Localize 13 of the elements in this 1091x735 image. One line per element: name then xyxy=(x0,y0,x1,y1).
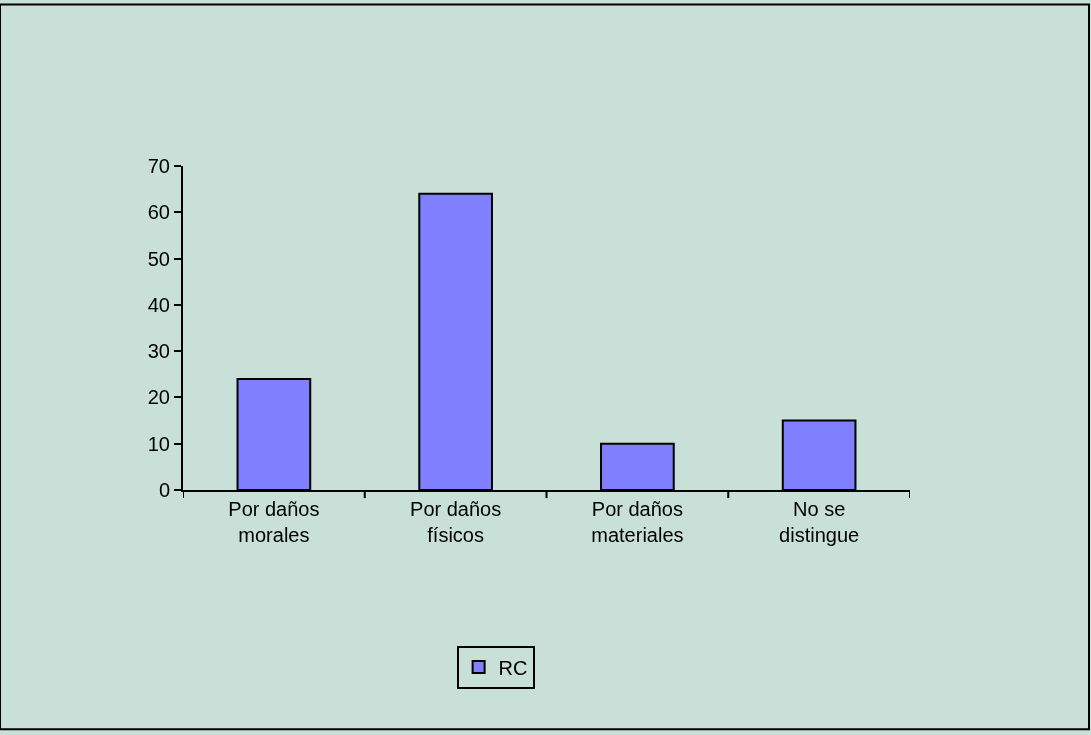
x-tick-label: Por daños materiales xyxy=(591,498,684,546)
y-tick-label: 70 xyxy=(147,155,170,177)
y-tick-label: 50 xyxy=(147,247,170,270)
x-tick-label: Por daños físicos xyxy=(410,498,502,546)
y-tick-label: 20 xyxy=(147,386,170,409)
y-tick-label: 60 xyxy=(147,201,170,224)
legend-label: RC xyxy=(498,656,528,679)
x-tick-label: Por daños morales xyxy=(228,498,320,546)
y-tick-label: 30 xyxy=(147,340,170,363)
y-tick-label: 40 xyxy=(147,293,170,316)
x-tick-label: No se distingue xyxy=(779,498,860,546)
y-tick-label: 10 xyxy=(147,432,170,455)
y-tick-label: 0 xyxy=(158,479,170,501)
